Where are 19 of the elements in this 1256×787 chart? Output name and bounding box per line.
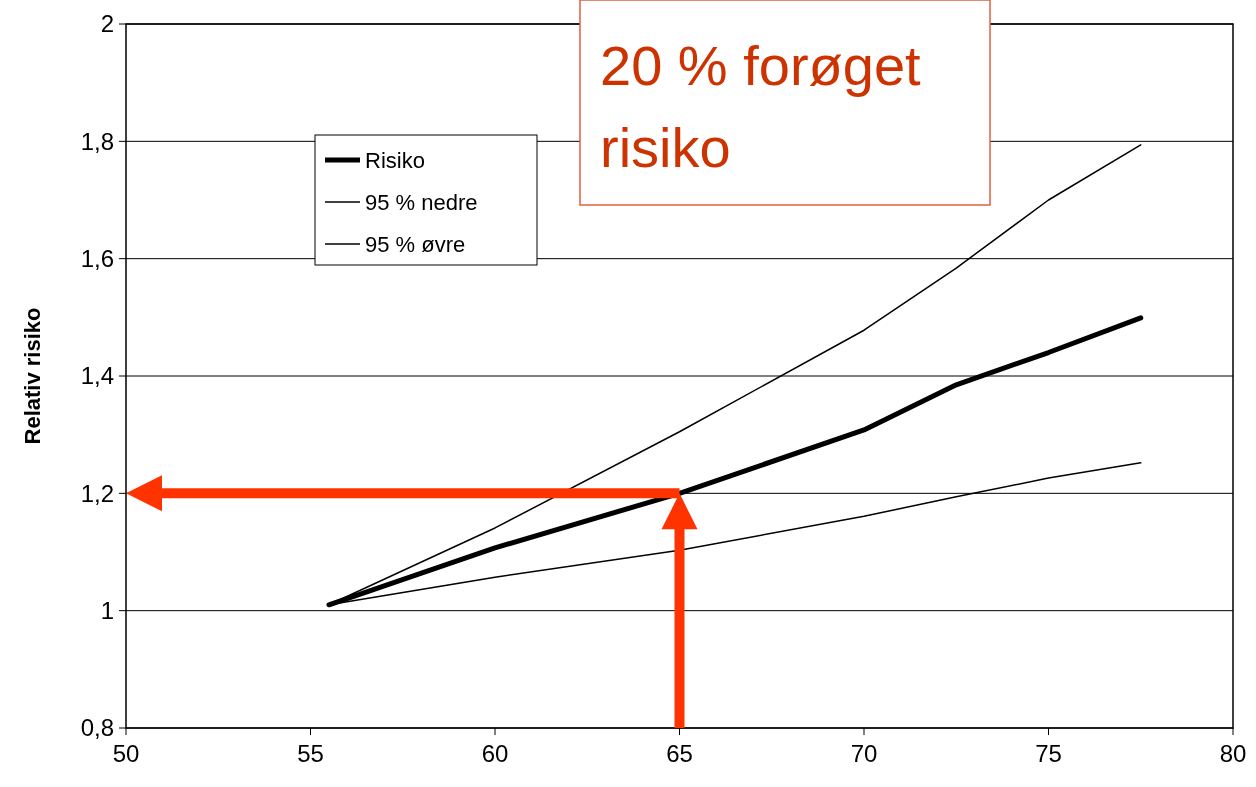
x-tick-label: 65	[666, 740, 693, 767]
x-tick-label: 70	[850, 740, 878, 767]
y-tick-label: 1	[100, 597, 114, 625]
legend-label: 95 % nedre	[365, 189, 478, 215]
legend-label: 95 % øvre	[365, 231, 466, 257]
x-tick-label: 55	[297, 740, 324, 767]
legend-label: Risiko	[365, 147, 425, 173]
y-tick-label: 1,2	[80, 479, 114, 507]
y-tick-label: 2	[100, 10, 114, 38]
x-tick-label: 60	[481, 740, 509, 767]
y-tick-label: 0,8	[80, 714, 114, 742]
y-axis-title: Relativ risiko	[20, 307, 45, 445]
y-tick-label: 1,4	[80, 362, 114, 390]
y-tick-label: 1,8	[80, 127, 114, 155]
x-tick-label: 80	[1219, 740, 1247, 767]
x-tick-label: 75	[1035, 740, 1062, 767]
annotation: 20 % forøget risiko	[600, 34, 922, 179]
y-tick-label: 1,6	[80, 245, 114, 273]
x-tick-label: 50	[112, 740, 140, 767]
